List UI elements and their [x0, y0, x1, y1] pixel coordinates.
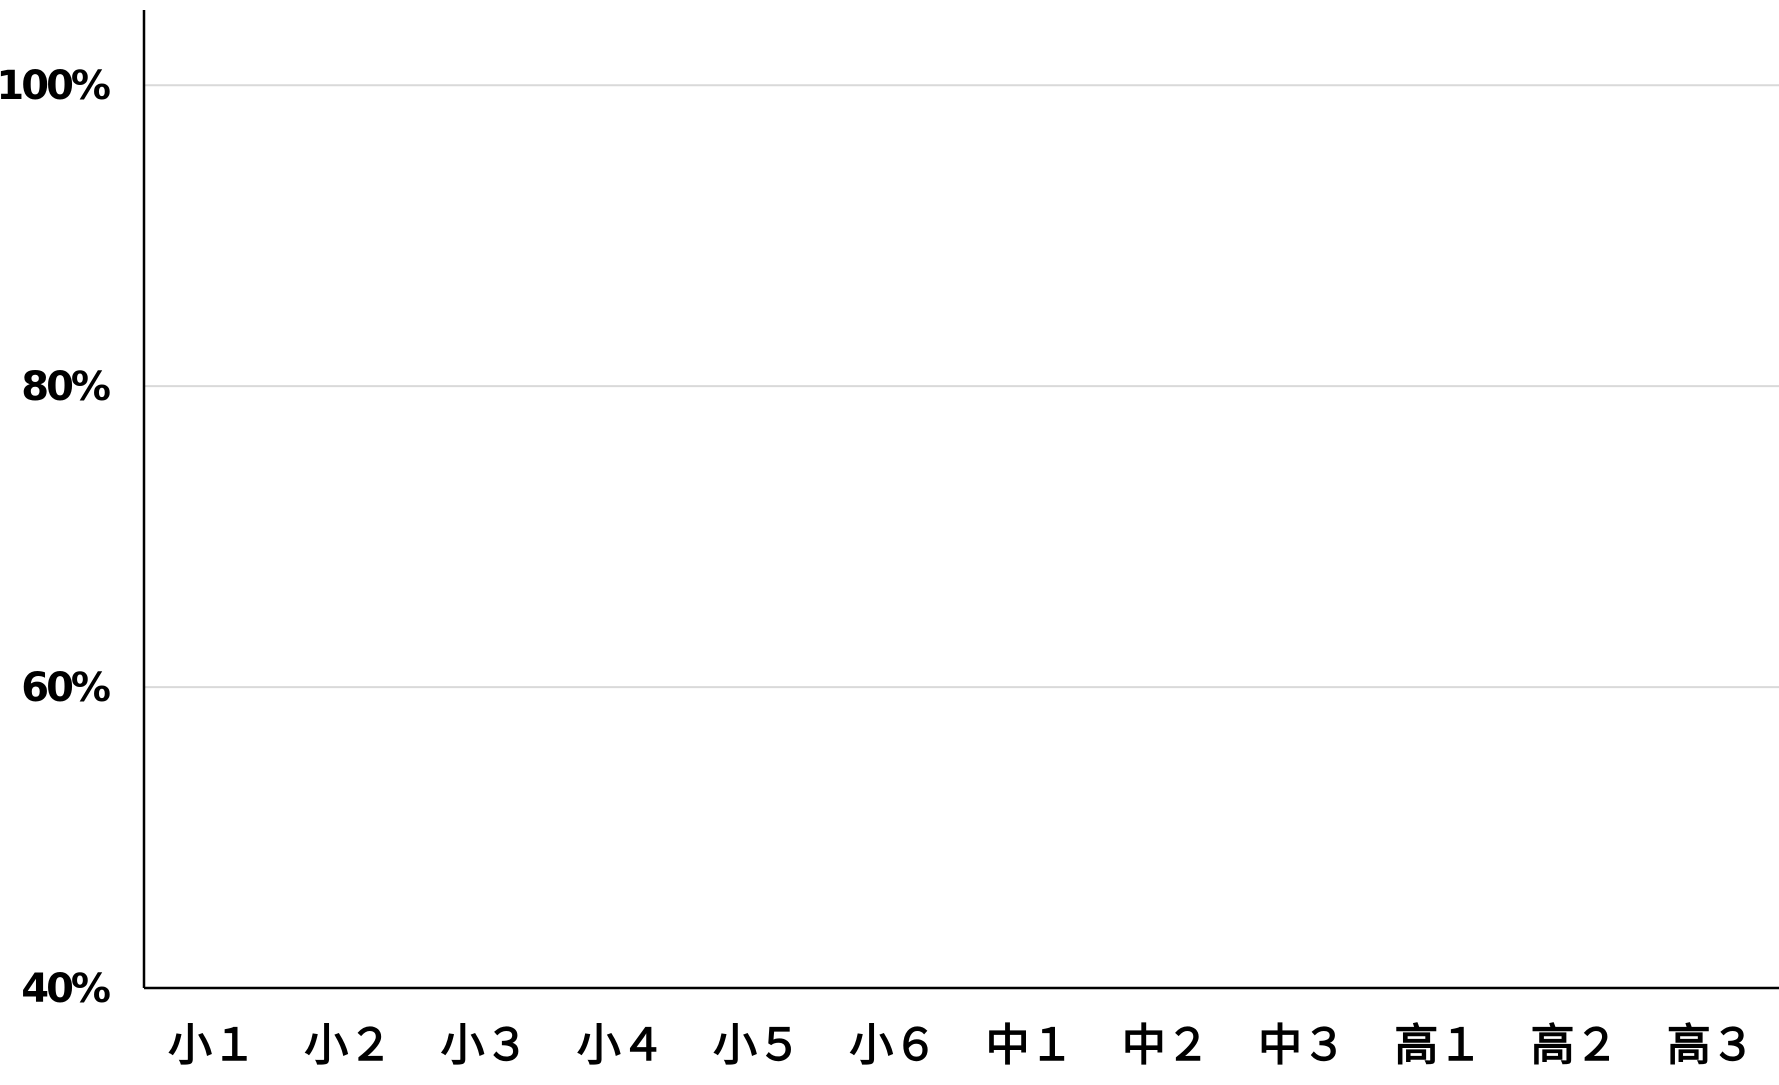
y-tick-label-60: 60% [21, 665, 110, 711]
x-tick-label: 小５ [713, 1020, 801, 1071]
x-tick-label: 小１ [168, 1020, 256, 1071]
y-axis-tick-labels: 40% 60% 80% 100% [0, 63, 113, 1012]
gridlines [144, 84, 1779, 689]
x-tick-label: 高３ [1667, 1020, 1755, 1071]
y-tick-label-40: 40% [21, 966, 110, 1012]
x-tick-label: 中１ [986, 1020, 1074, 1071]
y-tick-label-80: 80% [21, 364, 110, 410]
x-tick-label: 高１ [1394, 1020, 1482, 1071]
x-axis-tick-labels: 小１ 小２ 小３ 小４ 小５ 小６ 中１ 中２ 中３ 高１ 高２ 高３ [168, 1020, 1755, 1071]
x-tick-label: 高２ [1531, 1020, 1619, 1071]
x-tick-label: 小６ [849, 1020, 937, 1071]
x-tick-label: 中３ [1258, 1020, 1346, 1071]
y-tick-label-100: 100% [0, 63, 110, 109]
axes [142, 10, 1779, 990]
x-tick-label: 小２ [304, 1020, 392, 1071]
x-tick-label: 中２ [1122, 1020, 1210, 1071]
x-tick-label: 小３ [441, 1020, 529, 1071]
x-tick-label: 小４ [577, 1020, 665, 1071]
